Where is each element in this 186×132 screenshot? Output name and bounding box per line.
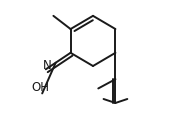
Text: N: N	[43, 59, 52, 72]
Text: OH: OH	[32, 81, 50, 94]
